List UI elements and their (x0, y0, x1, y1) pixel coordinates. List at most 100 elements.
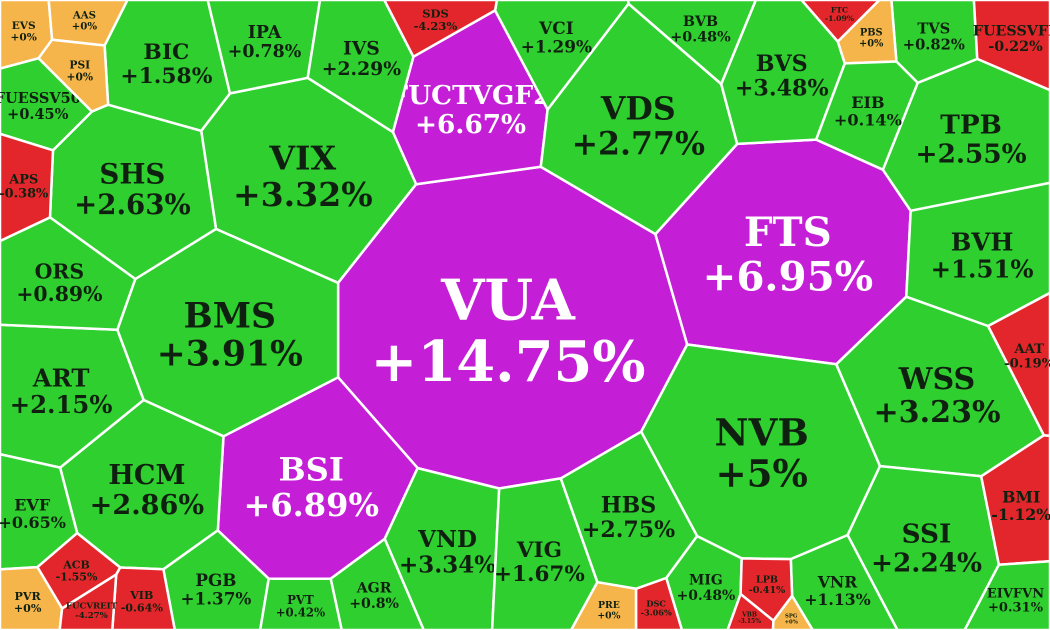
cell-shape (986, 291, 1050, 437)
cell-change-label: +0.78% (228, 42, 302, 62)
cell-ticker-label: PSI (69, 59, 90, 72)
cell-vib[interactable]: VIB-0.64% (111, 566, 177, 630)
cell-ticker-label: AAS (72, 10, 96, 22)
cell-ticker-label: BIC (143, 40, 189, 65)
cell-ors[interactable]: ORS+0.89% (0, 216, 137, 332)
cell-change-label: +3.23% (873, 395, 1000, 430)
cell-change-label: +6.95% (702, 253, 873, 301)
cell-acb[interactable]: ACB-1.55% (36, 531, 122, 610)
cell-pgb[interactable]: PGB+1.37% (162, 529, 270, 630)
cell-change-label: +3.48% (735, 76, 829, 102)
cell-ticker-label: EIB (851, 93, 884, 112)
cell-change-label: +1.51% (931, 254, 1034, 283)
cell-wss[interactable]: WSS+3.23% (835, 295, 1046, 478)
cell-fuctvgf2[interactable]: FUCTVGF2+6.67% (390, 9, 552, 186)
cell-ticker-label: MIG (689, 573, 723, 589)
cell-ticker-label: SDS (422, 7, 449, 21)
cell-change-label: -0.64% (121, 601, 164, 614)
cell-bvb[interactable]: BVB+0.48% (626, 0, 758, 86)
cell-vbb[interactable]: VBB-3.15% (726, 592, 775, 630)
cell-ivs[interactable]: IVS+2.29% (306, 0, 415, 134)
cell-aps[interactable]: APS-0.38% (0, 132, 55, 243)
cell-agr[interactable]: AGR+0.8% (329, 537, 425, 630)
cell-change-label: -0.19% (1004, 356, 1050, 371)
cell-ticker-label: BVH (951, 228, 1014, 257)
cell-pvt[interactable]: PVT+0.42% (258, 577, 343, 630)
cell-ticker-label: BVS (756, 51, 808, 77)
cell-art[interactable]: ART+2.15% (0, 323, 145, 469)
cell-ticker-label: PRE (598, 600, 620, 611)
cell-shape (58, 573, 118, 630)
cell-shape (963, 560, 1050, 630)
cell-shape (0, 132, 55, 243)
cell-change-label: +1.37% (180, 588, 251, 608)
cell-vix[interactable]: VIX+3.32% (199, 76, 418, 285)
cell-tpb[interactable]: TPB+2.55% (881, 57, 1050, 213)
cell-vig[interactable]: VIG+1.67% (490, 477, 599, 630)
cell-aat[interactable]: AAT-0.19% (986, 291, 1050, 437)
cell-ticker-label: TVS (917, 21, 950, 38)
cell-shs[interactable]: SHS+2.63% (48, 103, 218, 281)
cell-ticker-label: APS (8, 172, 38, 187)
cell-bmi[interactable]: BMI-1.12% (979, 434, 1050, 566)
cell-change-label: +0% (67, 70, 94, 83)
cell-bic[interactable]: BIC+1.58% (103, 0, 232, 133)
cell-change-label: -1.09% (825, 14, 855, 23)
cell-vua[interactable]: VUA+14.75% (336, 165, 689, 490)
cell-ticker-label: LPB (756, 575, 778, 586)
cell-ticker-label: HBS (601, 493, 657, 519)
cell-hcm[interactable]: HCM+2.86% (58, 398, 225, 571)
cell-ticker-label: FTS (744, 208, 832, 256)
cell-vnd[interactable]: VND+3.34% (383, 466, 501, 630)
cell-change-label: +0% (597, 610, 620, 621)
cell-change-label: -4.23% (414, 19, 458, 33)
cell-eivfvn[interactable]: EIVFVN+0.31% (963, 560, 1050, 630)
cell-ticker-label: AGR (356, 580, 392, 596)
cell-vnr[interactable]: VNR+1.13% (789, 533, 899, 630)
cell-ticker-label: VBB (741, 612, 757, 619)
cell-change-label: +1.67% (494, 562, 585, 587)
cell-change-label: +0.14% (834, 111, 902, 130)
cell-change-label: +0.8% (349, 596, 399, 612)
cell-vci[interactable]: VCI+1.29% (493, 0, 630, 111)
cell-change-label: +0% (72, 21, 98, 33)
cell-change-label: +2.55% (916, 138, 1027, 169)
cell-change-label: +6.89% (243, 486, 379, 524)
cell-ticker-label: VNR (817, 573, 859, 592)
cell-ticker-label: TPB (940, 109, 1002, 140)
cell-bvh[interactable]: BVH+1.51% (905, 181, 1050, 328)
cell-change-label: +0% (11, 32, 37, 44)
cell-change-label: +0% (14, 602, 42, 615)
cell-change-label: +2.15% (10, 390, 113, 419)
cell-nvb[interactable]: NVB+5% (639, 343, 882, 561)
cell-fuessvfl[interactable]: FUESSVFL-0.22% (972, 0, 1050, 92)
cell-ticker-label: FUESSV50 (0, 90, 81, 107)
cell-sds[interactable]: SDS-4.23% (383, 0, 499, 58)
cell-change-label: +3.91% (157, 335, 303, 375)
cell-ticker-label: VIG (516, 538, 562, 563)
cell-ticker-label: FUCVREIT (66, 601, 118, 611)
cell-change-label: +1.58% (120, 64, 212, 89)
cell-hbs[interactable]: HBS+2.75% (559, 430, 699, 591)
cell-change-label: +0.42% (276, 606, 325, 620)
cell-ticker-label: AAT (1013, 342, 1044, 357)
cell-psi[interactable]: PSI+0% (37, 38, 110, 113)
cell-pre[interactable]: PRE+0% (569, 580, 638, 630)
cell-change-label: +14.75% (371, 330, 646, 395)
cell-ssi[interactable]: SSI+2.24% (846, 464, 1001, 630)
cell-change-label: +2.75% (582, 517, 675, 543)
cell-bsi[interactable]: BSI+6.89% (216, 376, 419, 580)
cell-change-label: +1.13% (804, 590, 870, 609)
cell-ticker-label: NVB (715, 411, 809, 455)
cell-shape (814, 60, 919, 171)
cell-ftc[interactable]: FTC-1.09% (800, 0, 881, 43)
cell-eib[interactable]: EIB+0.14% (814, 60, 919, 171)
cell-change-label: +2.77% (572, 125, 705, 162)
cell-change-label: +2.86% (90, 490, 205, 521)
cell-fucvreit[interactable]: FUCVREIT-4.27% (58, 573, 118, 630)
cell-ticker-label: IPA (248, 23, 282, 43)
cell-ticker-label: VUA (440, 268, 575, 333)
cell-ticker-label: SPG (785, 614, 798, 620)
cell-ticker-label: PVT (287, 593, 314, 607)
